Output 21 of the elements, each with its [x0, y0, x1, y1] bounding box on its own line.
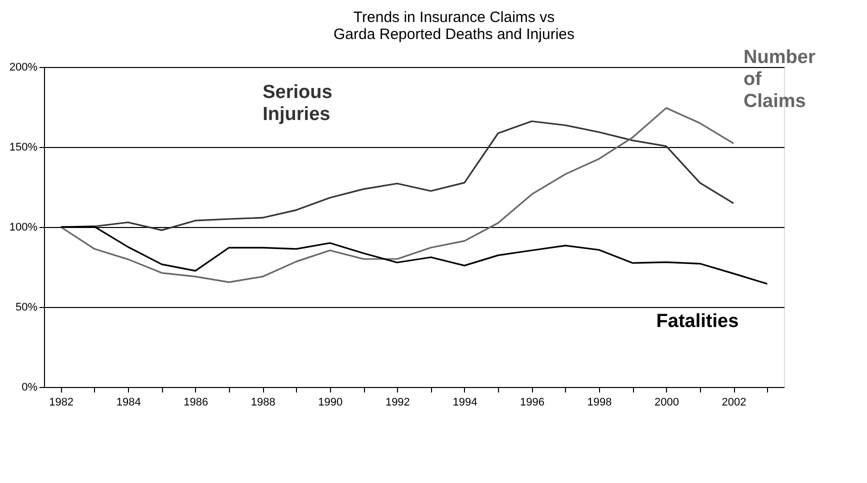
text: Serious Injuries — [262, 82, 332, 125]
y-tick-label: 200% — [9, 62, 38, 74]
x-tick-label: 1990 — [318, 396, 343, 408]
x-tick-label: 2000 — [654, 396, 680, 408]
y-tick-label: 150% — [9, 142, 38, 154]
series-label: Fatalities — [656, 310, 739, 332]
y-tick-label: 0% — [22, 382, 38, 394]
x-tick-label: 1996 — [520, 396, 544, 408]
text: Trends in Insurance Claims vs — [353, 9, 555, 26]
x-tick-label: 1994 — [452, 396, 478, 408]
x-tick-label: 1998 — [587, 396, 612, 408]
x-tick-label: 1984 — [116, 396, 141, 408]
y-tick-label: 100% — [9, 222, 38, 234]
text: Garda Reported Deaths and Injuries — [334, 26, 574, 43]
x-tick-label: 1986 — [184, 396, 208, 408]
x-tick-label: 2002 — [722, 396, 746, 408]
x-tick-label: 1982 — [49, 396, 74, 408]
y-tick-label: 50% — [15, 302, 38, 314]
x-tick-label: 1992 — [385, 396, 410, 408]
x-tick-label: 1988 — [250, 396, 276, 408]
series-label: Number of Claims — [744, 47, 816, 112]
